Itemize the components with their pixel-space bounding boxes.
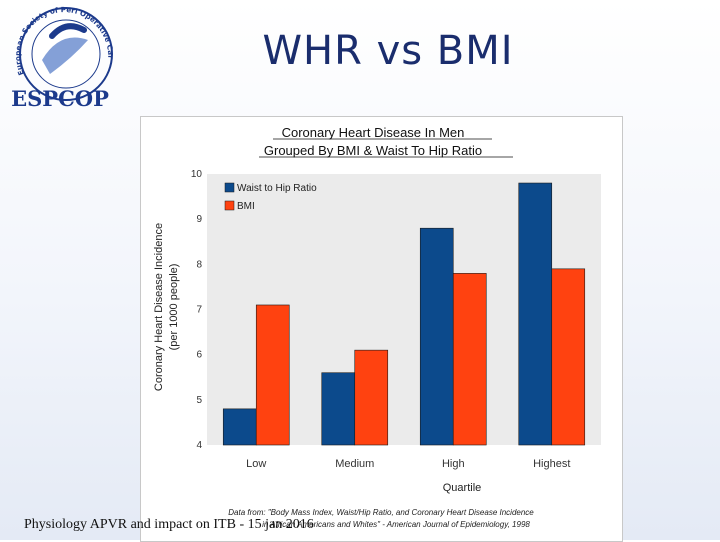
x-tick-label: Highest [533,458,570,470]
y-axis-label-line-1: Coronary Heart Disease Incidence [153,223,165,391]
bar-whr-medium [321,372,356,446]
y-tick-label: 9 [196,214,202,225]
bar-chart: Coronary Heart Disease In Men Grouped By… [153,125,601,529]
x-tick-label: Medium [335,458,374,470]
x-tick-label: High [442,458,465,470]
x-tick-label: Low [246,458,266,470]
bar-whr-low [222,408,257,446]
y-tick-label: 10 [191,169,203,180]
espcop-logo: European Society of Peri Operative Car e … [0,0,125,118]
slide-title: WHR vs BMI [262,28,514,74]
y-tick-label: 6 [196,350,202,361]
x-axis-label: Quartile [443,482,482,494]
bar-bmi-low [255,304,290,446]
bar-whr-high [419,227,454,446]
bar-bmi-high [452,273,487,446]
chart-title-line-1: Coronary Heart Disease In Men [282,125,465,140]
y-axis-label-line-2: (per 1000 people) [168,264,180,351]
legend-swatch [224,182,235,193]
source-note-line-1: Data from: "Body Mass Index, Waist/Hip R… [228,508,534,517]
logo-text: ESPCOP [11,86,109,111]
y-tick-label: 5 [196,395,202,406]
y-tick-label: 4 [196,440,202,451]
bar-bmi-medium [354,349,389,446]
bar-whr-highest [518,182,553,446]
source-note-line-2: in African Americans and Whites" - Ameri… [262,520,530,529]
slide-footer: Physiology APVR and impact on ITB - 15 j… [24,517,314,532]
legend-label: BMI [237,201,255,212]
chart-panel: Coronary Heart Disease In Men Grouped By… [140,116,623,542]
legend-label: Waist to Hip Ratio [237,183,317,194]
bar-bmi-highest [551,268,586,446]
legend-swatch [224,200,235,211]
y-tick-label: 7 [196,305,202,316]
chart-title-line-2: Grouped By BMI & Waist To Hip Ratio [264,143,482,158]
y-tick-label: 8 [196,259,202,270]
